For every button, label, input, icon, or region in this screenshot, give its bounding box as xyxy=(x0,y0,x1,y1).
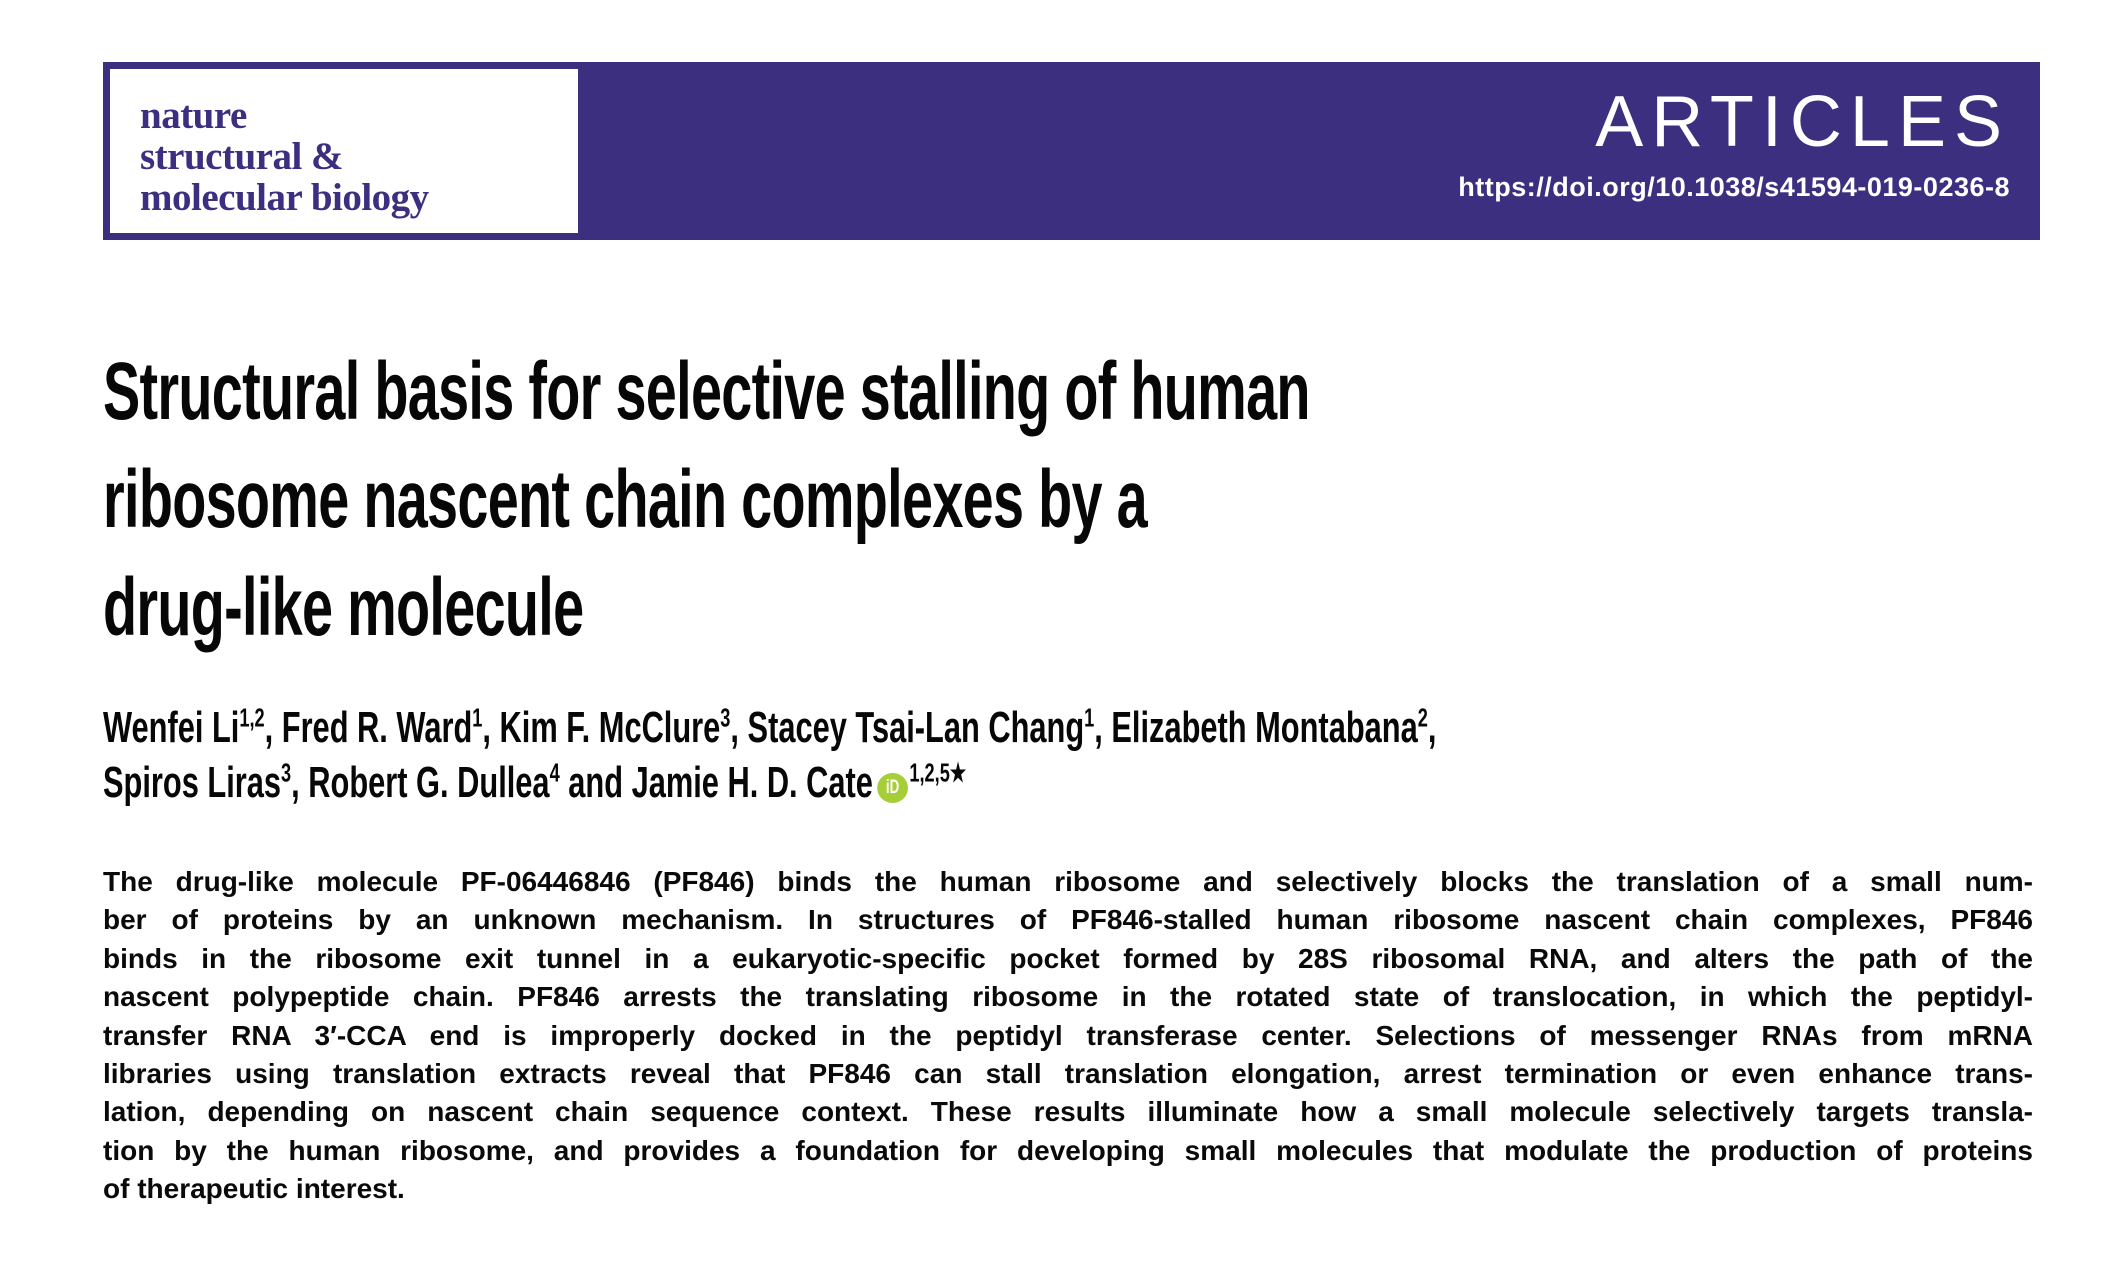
journal-logo-line: structural & xyxy=(140,135,344,178)
author-name-text: , xyxy=(1427,703,1437,752)
title-line: Structural basis for selective stalling … xyxy=(103,346,1310,437)
abstract-line: of therapeutic interest. xyxy=(103,1173,405,1205)
author-line-1: Wenfei Li1,2, Fred R. Ward1, Kim F. McCl… xyxy=(103,700,1436,755)
journal-logo: nature structural & molecular biology xyxy=(140,95,578,218)
abstract-line: The drug-like molecule PF-06446846 (PF84… xyxy=(103,866,2033,897)
author-name-text: , Kim F. McClure xyxy=(482,703,721,752)
author-affiliation-sup: 1 xyxy=(472,702,483,733)
doi-link[interactable]: https://doi.org/10.1038/s41594-019-0236-… xyxy=(1458,172,2010,202)
author-affiliation-sup: 3 xyxy=(720,702,731,733)
journal-logo-line: nature xyxy=(140,94,247,137)
banner-right: ARTICLES https://doi.org/10.1038/s41594-… xyxy=(1458,62,2010,202)
author-affiliation-sup: 4 xyxy=(549,757,560,788)
author-name-text: Spiros Liras xyxy=(103,758,282,807)
journal-banner: nature structural & molecular biology ARTI… xyxy=(103,62,2040,240)
author-name-text: , Robert G. Dullea xyxy=(291,758,550,807)
author-name-text: Wenfei Li xyxy=(103,703,240,752)
author-line-2: Spiros Liras3, Robert G. Dullea4 and Jam… xyxy=(103,755,1436,810)
abstract-line: tion by the human ribosome, and provides… xyxy=(103,1134,2033,1166)
abstract-line: lation, depending on nascent chain seque… xyxy=(103,1096,2033,1128)
author-name-text: , Stacey Tsai-Lan Chang xyxy=(730,703,1085,752)
title-line: drug-like molecule xyxy=(103,562,584,653)
title-line: ribosome nascent chain complexes by a xyxy=(103,454,1148,545)
author-name-text: , Elizabeth Montabana xyxy=(1094,703,1418,752)
author-list: Wenfei Li1,2, Fred R. Ward1, Kim F. McCl… xyxy=(103,700,1436,810)
author-affiliation-sup: 1,2,5★ xyxy=(909,757,967,788)
article-type-label: ARTICLES xyxy=(1595,82,2010,162)
author-affiliation-sup: 3 xyxy=(281,757,292,788)
abstract-line: nascent polypeptide chain. PF846 arrests… xyxy=(103,981,2033,1013)
page-title: Structural basis for selective stalling … xyxy=(103,338,1310,662)
abstract-line: transfer RNA 3′-CCA end is improperly do… xyxy=(103,1019,2033,1051)
abstract-line: binds in the ribosome exit tunnel in a e… xyxy=(103,942,2033,974)
abstract-line: libraries using translation extracts rev… xyxy=(103,1058,2033,1090)
author-name-text: , Fred R. Ward xyxy=(264,703,473,752)
author-affiliation-sup: 2 xyxy=(1417,702,1428,733)
journal-logo-line: molecular biology xyxy=(140,176,429,219)
abstract: The drug-like molecule PF-06446846 (PF84… xyxy=(103,863,2033,1209)
author-affiliation-sup: 1,2 xyxy=(239,702,265,733)
journal-logo-box: nature structural & molecular biology xyxy=(110,69,578,233)
author-affiliation-sup: 1 xyxy=(1084,702,1095,733)
abstract-line: ber of proteins by an unknown mechanism.… xyxy=(103,904,2033,936)
orcid-icon[interactable]: iD xyxy=(877,773,908,803)
author-name-text: and Jamie H. D. Cate xyxy=(559,758,873,807)
